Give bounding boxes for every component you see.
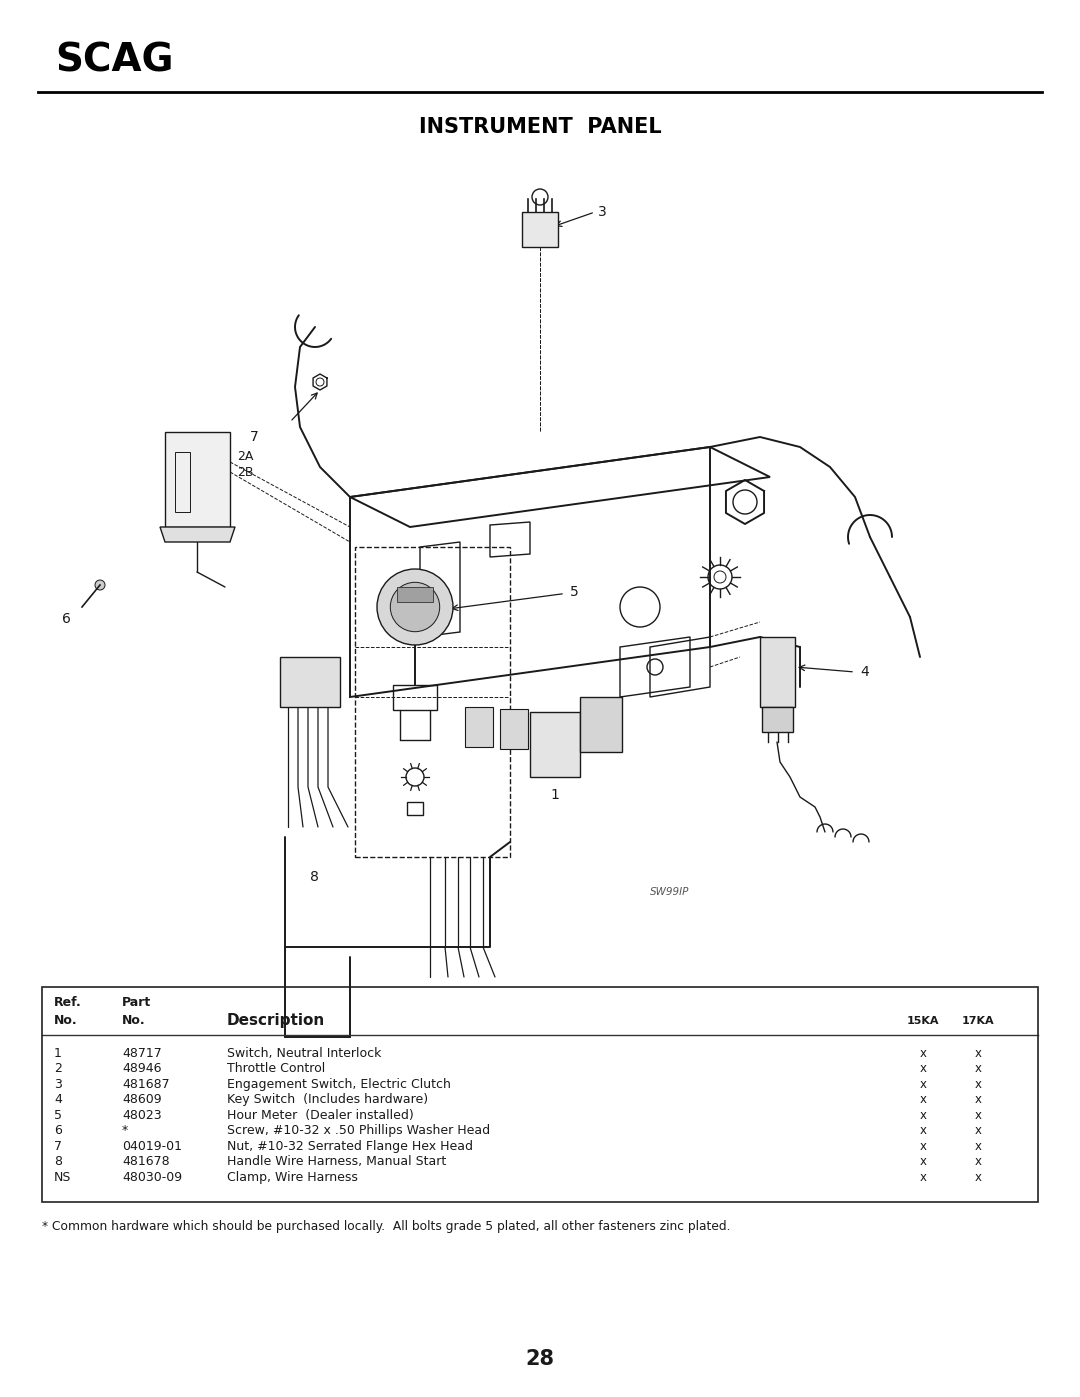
Text: 1: 1 — [551, 788, 559, 802]
Polygon shape — [580, 697, 622, 752]
Text: x: x — [919, 1046, 927, 1060]
Polygon shape — [760, 637, 795, 707]
Text: 2A: 2A — [237, 450, 254, 464]
Text: 6: 6 — [62, 612, 71, 626]
Circle shape — [377, 569, 453, 645]
Text: Screw, #10-32 x .50 Phillips Washer Head: Screw, #10-32 x .50 Phillips Washer Head — [227, 1125, 490, 1137]
Polygon shape — [530, 712, 580, 777]
Polygon shape — [500, 710, 528, 749]
Text: x: x — [974, 1109, 982, 1122]
Text: 2: 2 — [54, 1063, 62, 1076]
Text: x: x — [919, 1063, 927, 1076]
Text: Description: Description — [227, 1013, 325, 1028]
Circle shape — [390, 583, 440, 631]
Text: 48030-09: 48030-09 — [122, 1171, 183, 1183]
Text: 1: 1 — [54, 1046, 62, 1060]
Text: x: x — [919, 1109, 927, 1122]
Text: x: x — [974, 1125, 982, 1137]
Text: Nut, #10-32 Serrated Flange Hex Head: Nut, #10-32 Serrated Flange Hex Head — [227, 1140, 473, 1153]
Polygon shape — [522, 212, 558, 247]
Text: 7: 7 — [249, 430, 259, 444]
Polygon shape — [160, 527, 235, 542]
Text: 15KA: 15KA — [907, 1016, 940, 1025]
Circle shape — [545, 722, 565, 742]
Text: 48609: 48609 — [122, 1094, 162, 1106]
Polygon shape — [165, 432, 230, 527]
Text: 3: 3 — [54, 1078, 62, 1091]
Circle shape — [591, 712, 611, 732]
Text: x: x — [974, 1140, 982, 1153]
Text: 48717: 48717 — [122, 1046, 162, 1060]
Text: 7: 7 — [54, 1140, 62, 1153]
Polygon shape — [762, 707, 793, 732]
Text: x: x — [919, 1171, 927, 1183]
Text: 6: 6 — [54, 1125, 62, 1137]
Text: NS: NS — [54, 1171, 71, 1183]
Text: x: x — [974, 1094, 982, 1106]
Text: 8: 8 — [54, 1155, 62, 1168]
Text: SW99IP: SW99IP — [650, 887, 689, 897]
Circle shape — [765, 645, 789, 669]
Text: *: * — [122, 1125, 129, 1137]
Polygon shape — [465, 707, 492, 747]
Text: 481678: 481678 — [122, 1155, 170, 1168]
Text: x: x — [974, 1046, 982, 1060]
Text: 04019-01: 04019-01 — [122, 1140, 183, 1153]
Text: 48946: 48946 — [122, 1063, 162, 1076]
Text: 5: 5 — [54, 1109, 62, 1122]
Text: x: x — [919, 1140, 927, 1153]
Text: x: x — [919, 1125, 927, 1137]
Text: Switch, Neutral Interlock: Switch, Neutral Interlock — [227, 1046, 381, 1060]
Text: 4: 4 — [860, 665, 868, 679]
Polygon shape — [280, 657, 340, 707]
Text: Hour Meter  (Dealer installed): Hour Meter (Dealer installed) — [227, 1109, 414, 1122]
Text: x: x — [974, 1171, 982, 1183]
Text: 481687: 481687 — [122, 1078, 170, 1091]
Text: x: x — [974, 1155, 982, 1168]
Text: x: x — [919, 1094, 927, 1106]
Text: Key Switch  (Includes hardware): Key Switch (Includes hardware) — [227, 1094, 428, 1106]
Text: Engagement Switch, Electric Clutch: Engagement Switch, Electric Clutch — [227, 1078, 450, 1091]
Circle shape — [95, 580, 105, 590]
Text: Throttle Control: Throttle Control — [227, 1063, 325, 1076]
Text: SCAG: SCAG — [55, 41, 174, 80]
Text: No.: No. — [122, 1014, 146, 1028]
Text: INSTRUMENT  PANEL: INSTRUMENT PANEL — [419, 117, 661, 137]
Text: 48023: 48023 — [122, 1109, 162, 1122]
Text: 8: 8 — [310, 870, 319, 884]
Text: Clamp, Wire Harness: Clamp, Wire Harness — [227, 1171, 357, 1183]
Text: x: x — [919, 1155, 927, 1168]
Text: 3: 3 — [598, 205, 607, 219]
Text: 5: 5 — [570, 584, 579, 598]
Text: Ref.: Ref. — [54, 996, 82, 1009]
Text: x: x — [974, 1063, 982, 1076]
Polygon shape — [397, 587, 433, 602]
Text: 4: 4 — [54, 1094, 62, 1106]
Text: 28: 28 — [526, 1350, 554, 1369]
Text: * Common hardware which should be purchased locally.  All bolts grade 5 plated, : * Common hardware which should be purcha… — [42, 1220, 730, 1234]
Text: 17KA: 17KA — [961, 1016, 995, 1025]
Text: x: x — [919, 1078, 927, 1091]
Text: No.: No. — [54, 1014, 78, 1028]
Text: x: x — [974, 1078, 982, 1091]
Text: 2B: 2B — [237, 465, 254, 479]
Text: Part: Part — [122, 996, 151, 1009]
Text: Handle Wire Harness, Manual Start: Handle Wire Harness, Manual Start — [227, 1155, 446, 1168]
